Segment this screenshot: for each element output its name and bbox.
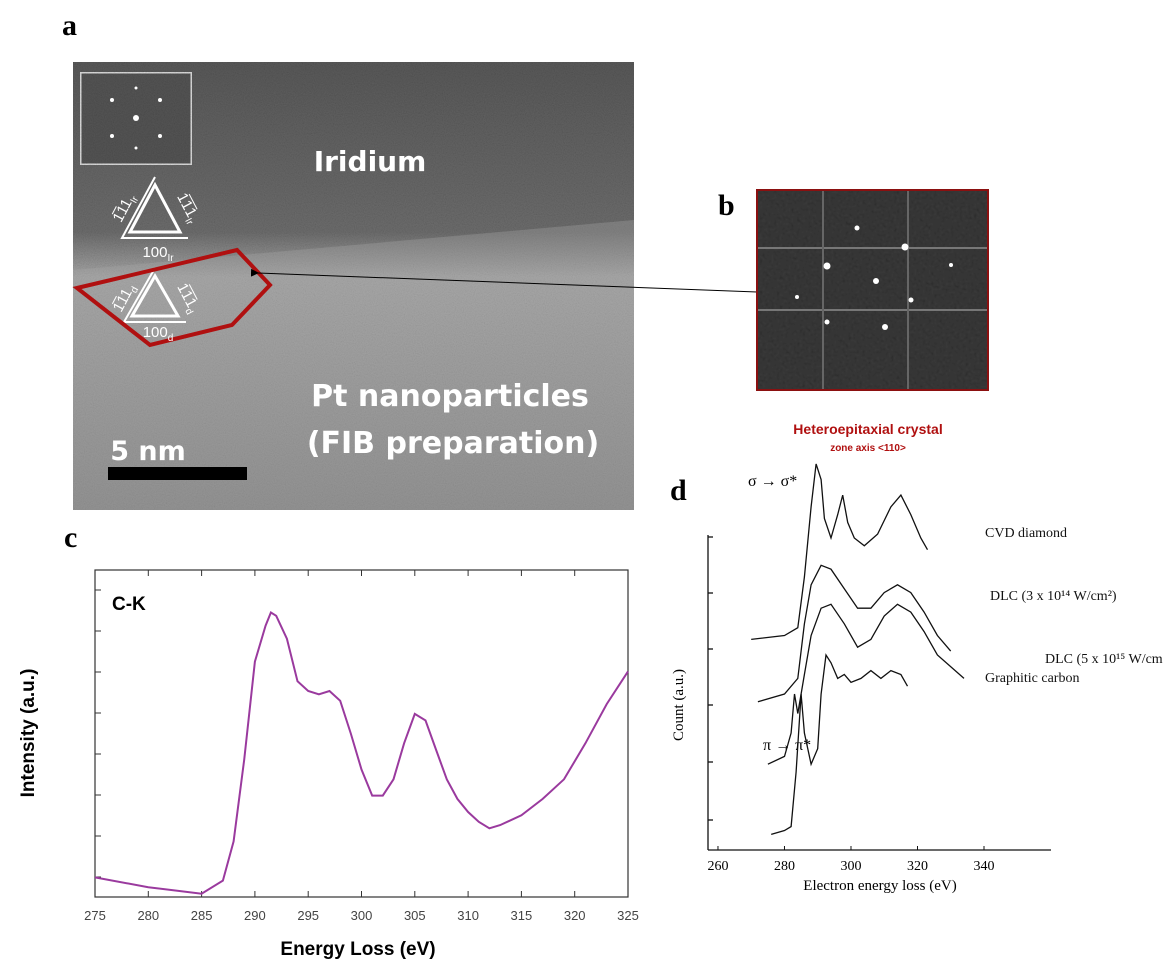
caption: Heteroepitaxial crystal: [793, 421, 942, 437]
miller-sub: Ir: [129, 194, 142, 205]
x-tick-label: 320: [564, 908, 586, 923]
pointer-arrow: [250, 268, 758, 293]
miller-index: 100d: [143, 324, 174, 344]
x-tick-label: 300: [351, 908, 373, 923]
data-line: [771, 653, 909, 836]
region-label: (FIB preparation): [307, 426, 599, 461]
subcaption: zone axis <110>: [830, 443, 906, 454]
x-tick-label: 300: [840, 859, 861, 874]
scale-bar: [108, 467, 247, 480]
axes: [707, 535, 1051, 851]
miller-sub: d: [168, 333, 174, 344]
panel-label: a: [62, 9, 77, 42]
x-tick-label: 305: [404, 908, 426, 923]
crystal-outline: [72, 247, 273, 348]
x-tick-label: 325: [617, 908, 639, 923]
series-label: DLC (5 x 10¹⁵ W/cm²): [1045, 652, 1163, 667]
miller-sub: d: [129, 285, 141, 295]
x-tick-label: 295: [297, 908, 319, 923]
x-axis-title: Electron energy loss (eV): [803, 878, 956, 894]
x-tick-label: 285: [191, 908, 213, 923]
plot-frame: [94, 569, 629, 898]
miller-sub: Ir: [167, 253, 174, 264]
x-tick-label: 290: [244, 908, 266, 923]
x-tick-label: 275: [84, 908, 106, 923]
fft-spots: [110, 86, 162, 150]
series-label: Graphitic carbon: [985, 671, 1079, 686]
miller-text: 100: [142, 244, 167, 261]
miller-index: 100Ir: [142, 244, 174, 264]
data-line: [94, 611, 629, 895]
scale-bar-label: 5 nm: [110, 436, 186, 467]
fft-image: [757, 190, 988, 390]
x-axis-title: Energy Loss (eV): [280, 939, 435, 960]
chart-title: C-K: [112, 594, 146, 615]
x-tick-label: 260: [707, 859, 728, 874]
data-line: [751, 463, 929, 641]
panel-label: b: [718, 189, 735, 222]
region-label: Iridium: [314, 145, 427, 178]
annotation: σ → σ*: [748, 473, 797, 490]
x-tick-label: 340: [973, 859, 994, 874]
region-label: Pt nanoparticles: [311, 379, 589, 414]
panel-label: d: [670, 474, 687, 507]
miller-text: 100: [143, 324, 168, 341]
x-tick-label: 320: [907, 859, 928, 874]
y-axis-title: Intensity (a.u.): [18, 669, 39, 798]
data-line: [757, 564, 952, 703]
y-axis-title: Count (a.u.): [671, 669, 687, 741]
series-label: DLC (3 x 10¹⁴ W/cm²): [990, 589, 1117, 604]
x-tick-label: 315: [511, 908, 533, 923]
fft-border: [756, 189, 989, 391]
lattice-triangle: [120, 176, 188, 323]
series-label: CVD diamond: [985, 526, 1067, 541]
x-tick-label: 310: [457, 908, 479, 923]
x-tick-label: 280: [774, 859, 795, 874]
fft-pattern: [757, 190, 988, 390]
x-tick-label: 280: [137, 908, 159, 923]
interface-region: [73, 220, 634, 510]
data-line: [767, 603, 965, 765]
miller-sub: Ir: [182, 216, 195, 227]
panel-label: c: [64, 521, 77, 554]
miller-sub: d: [182, 307, 194, 317]
y-axis-ticks: [95, 589, 101, 878]
